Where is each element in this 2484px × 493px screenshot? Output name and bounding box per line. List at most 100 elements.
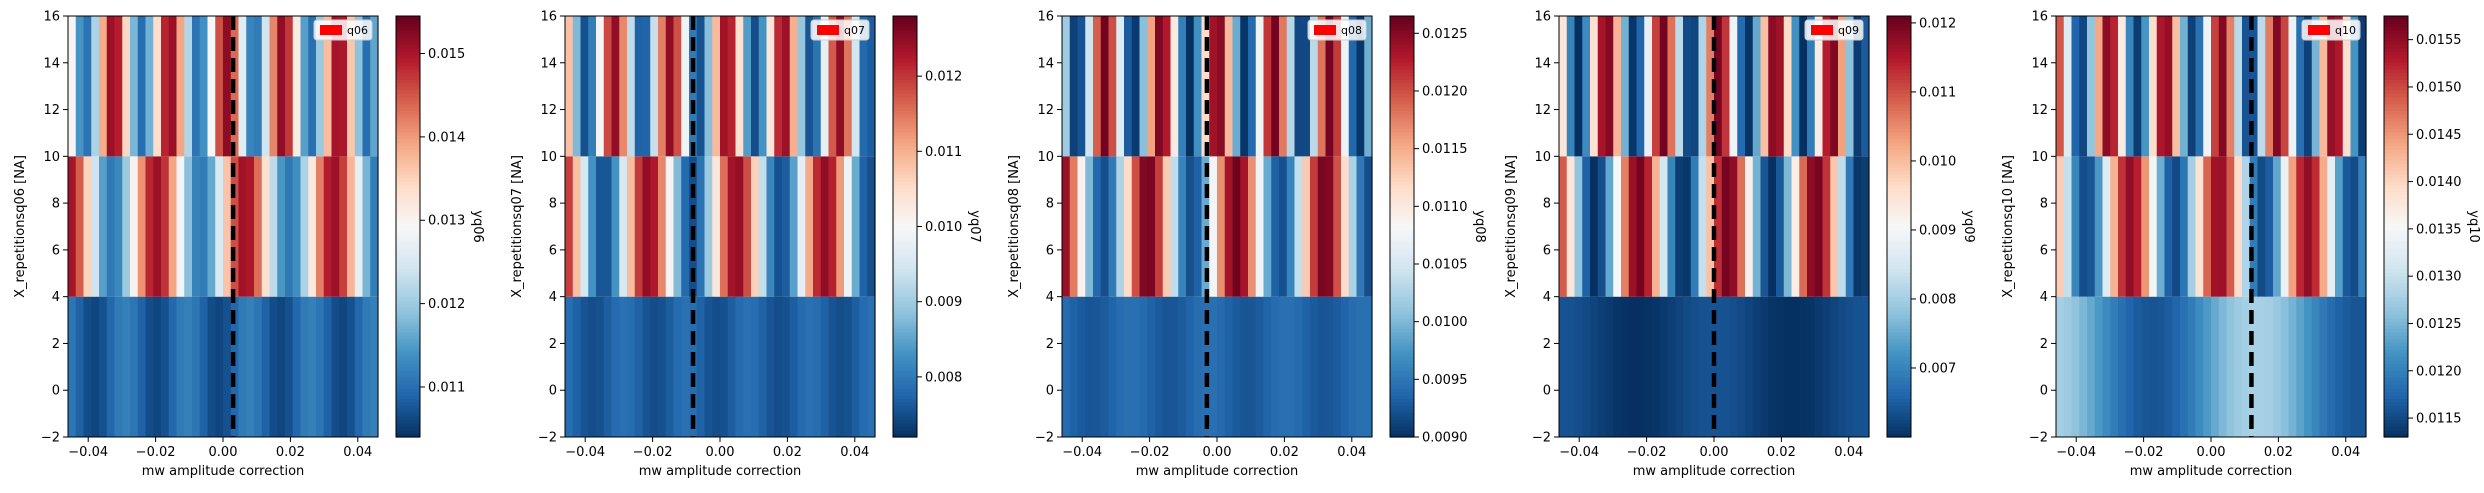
colorbar-segment	[2384, 212, 2408, 217]
colorbar-segment	[396, 279, 420, 284]
x-tick-label: 0.00	[706, 445, 735, 460]
heatmap-cell	[2319, 296, 2328, 437]
heatmap-cell	[1659, 296, 1669, 437]
heatmap-cell	[2249, 16, 2259, 157]
colorbar-segment	[893, 68, 917, 73]
heatmap-cell	[285, 16, 294, 157]
heatmap-cell	[2156, 296, 2166, 437]
heatmap-cell	[1124, 16, 1133, 157]
heatmap-cell	[1590, 296, 1599, 437]
heatmap-cell	[2172, 296, 2181, 437]
y-tick-label: 6	[2040, 243, 2048, 258]
heatmap-cell	[1683, 296, 1692, 437]
heatmap-cell	[1760, 156, 1769, 297]
heatmap-cell	[611, 296, 620, 437]
heatmap-cell	[603, 156, 613, 297]
heatmap-cell	[751, 156, 760, 297]
colorbar-segment	[1887, 352, 1911, 357]
colorbar-tick-label: 0.010	[925, 220, 962, 235]
colorbar-segment	[396, 114, 420, 119]
heatmap-cell	[2094, 16, 2104, 157]
colorbar-segment	[396, 37, 420, 42]
heatmap-cell	[1729, 296, 1738, 437]
colorbar-segment	[396, 205, 420, 210]
colorbar-segment	[1887, 79, 1911, 84]
colorbar-segment	[2384, 387, 2408, 392]
colorbar-segment	[893, 163, 917, 168]
x-tick-label: −0.04	[1559, 445, 1599, 460]
colorbar-segment	[396, 180, 420, 185]
colorbar-segment	[2384, 275, 2408, 280]
heatmap-cell	[1838, 156, 1847, 297]
colorbar-segment	[2384, 398, 2408, 403]
heatmap-cell	[207, 296, 216, 437]
colorbar-segment	[1390, 131, 1414, 136]
colorbar-segment	[1887, 142, 1911, 147]
colorbar-segment	[1390, 261, 1414, 266]
heatmap-cell	[2087, 16, 2096, 157]
heatmap-cell	[1341, 16, 1350, 157]
heatmap-cell	[2218, 296, 2228, 437]
colorbar-segment	[893, 338, 917, 343]
colorbar-segment	[2384, 124, 2408, 129]
heatmap-cell	[805, 296, 814, 437]
heatmap-cell	[168, 156, 178, 297]
colorbar-tick-label: 0.0150	[2416, 80, 2462, 95]
colorbar-segment	[893, 149, 917, 154]
legend-swatch	[817, 25, 839, 35]
heatmap-cell	[681, 296, 690, 437]
legend-label: q08	[1341, 24, 1362, 37]
colorbar-segment	[1390, 51, 1414, 56]
heatmap-cell	[300, 156, 309, 297]
y-tick-label: 16	[43, 10, 60, 25]
heatmap-cell	[1077, 156, 1086, 297]
colorbar-segment	[1390, 307, 1414, 312]
heatmap-cell	[650, 296, 659, 437]
heatmap-cell	[1248, 296, 1257, 437]
colorbar-segment	[2384, 149, 2408, 154]
colorbar-segment	[893, 258, 917, 263]
colorbar-segment	[2384, 61, 2408, 66]
heatmap-cell	[1348, 16, 1358, 157]
colorbar-segment	[893, 72, 917, 77]
colorbar-segment	[893, 86, 917, 91]
heatmap-cell	[2257, 16, 2266, 157]
heatmap-cell	[642, 296, 651, 437]
heatmap-cell	[1124, 296, 1133, 437]
heatmap-cell	[246, 16, 255, 157]
colorbar-segment	[893, 251, 917, 256]
colorbar-segment	[893, 349, 917, 354]
colorbar-segment	[1887, 303, 1911, 308]
colorbar-segment	[2384, 233, 2408, 238]
colorbar-segment	[1390, 142, 1414, 147]
heatmap-cell	[1062, 296, 1071, 437]
heatmap-cell	[145, 156, 154, 297]
heatmap-cell	[168, 16, 178, 157]
colorbar-segment	[1390, 373, 1414, 378]
heatmap-cell	[867, 296, 876, 437]
y-tick-label: 10	[1037, 150, 1054, 165]
colorbar-segment	[2384, 370, 2408, 375]
heatmap-cell	[1147, 296, 1156, 437]
colorbar-segment	[1887, 349, 1911, 354]
colorbar-segment	[396, 394, 420, 400]
heatmap-cell	[91, 16, 100, 157]
colorbar-segment	[893, 205, 917, 210]
heatmap-cell	[1659, 16, 1669, 157]
heatmap-cell	[867, 16, 876, 157]
y-tick-label: 4	[1543, 290, 1551, 305]
colorbar-segment	[396, 296, 420, 301]
colorbar-segment	[1390, 65, 1414, 70]
colorbar-segment	[893, 293, 917, 298]
colorbar-tick-label: 0.0105	[1422, 257, 1468, 272]
heatmap-cell	[1232, 156, 1241, 297]
colorbar-segment	[893, 198, 917, 203]
heatmap-cell	[2063, 16, 2073, 157]
y-tick-label: 2	[549, 337, 557, 352]
heatmap-cell	[2350, 16, 2359, 157]
colorbar-segment	[2384, 96, 2408, 101]
heatmap-cell	[2265, 296, 2274, 437]
heatmap-cell	[354, 296, 364, 437]
heatmap-cell	[1217, 296, 1226, 437]
x-tick-label: −0.04	[68, 445, 108, 460]
